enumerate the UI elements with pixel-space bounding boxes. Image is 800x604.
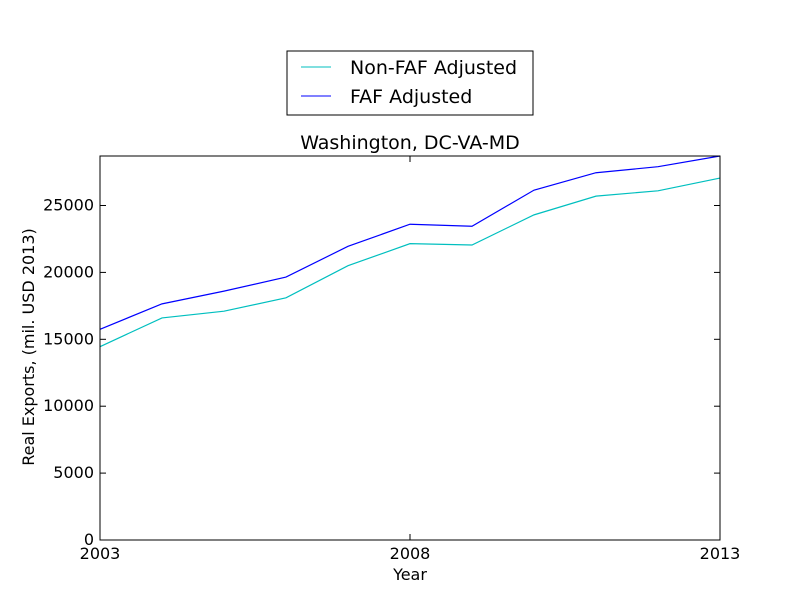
x-tick-label: 2013 [700, 544, 741, 563]
x-tick-label: 2008 [390, 544, 431, 563]
legend-label-faf: FAF Adjusted [350, 86, 472, 108]
legend-label-non-faf: Non-FAF Adjusted [350, 57, 517, 79]
series-line-non-faf-adjusted [100, 178, 720, 347]
y-tick-label: 20000 [43, 262, 94, 281]
chart-title: Washington, DC-VA-MD [300, 132, 520, 154]
y-tick-label: 10000 [43, 396, 94, 415]
x-axis-label: Year [392, 565, 427, 584]
legend: Non-FAF Adjusted FAF Adjusted [287, 51, 533, 115]
series-group [100, 156, 720, 347]
y-axis-ticks: 0 5000 10000 15000 20000 25000 [43, 196, 720, 549]
y-tick-label: 5000 [53, 463, 94, 482]
series-line-faf-adjusted [100, 156, 720, 329]
y-tick-label: 0 [84, 530, 94, 549]
y-tick-label: 25000 [43, 196, 94, 215]
y-axis-label: Real Exports, (mil. USD 2013) [19, 228, 38, 466]
y-tick-label: 15000 [43, 329, 94, 348]
plot-frame [100, 156, 720, 540]
